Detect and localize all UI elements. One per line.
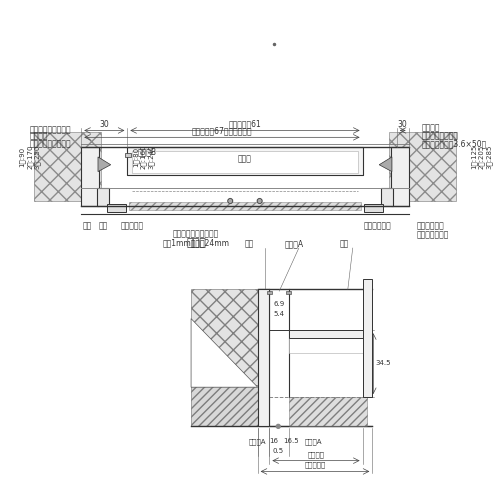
Polygon shape — [98, 157, 110, 172]
Bar — [34, 132, 101, 201]
Text: 開口寸法－67（断熱蓋幅）: 開口寸法－67（断熱蓋幅） — [192, 126, 252, 136]
Text: 0.5: 0.5 — [272, 448, 284, 454]
Bar — [130, 202, 360, 210]
Text: 開口寸法: 開口寸法 — [308, 451, 324, 458]
Text: 開口寸法－61: 開口寸法－61 — [228, 120, 262, 128]
Bar — [381, 188, 393, 206]
Text: 野縁（別途）: 野縁（別途） — [416, 222, 444, 230]
Bar — [107, 204, 126, 212]
Text: 3枚:250: 3枚:250 — [34, 144, 41, 169]
Circle shape — [276, 424, 280, 428]
Bar — [258, 289, 270, 426]
Bar — [268, 291, 272, 294]
Text: 天井断熱材用せき板: 天井断熱材用せき板 — [30, 125, 71, 134]
Text: 5.4: 5.4 — [274, 310, 284, 316]
Text: 詳細図: 詳細図 — [186, 238, 206, 248]
Bar — [289, 330, 368, 338]
Circle shape — [257, 198, 262, 203]
Text: 最小1mm～最大24mm: 最小1mm～最大24mm — [162, 238, 230, 247]
Bar — [289, 397, 368, 426]
Text: 内枠: 内枠 — [98, 222, 108, 230]
Text: 内枠ボード材（別途）: 内枠ボード材（別途） — [173, 230, 219, 238]
Text: 外枠: 外枠 — [82, 222, 92, 230]
Bar — [289, 335, 368, 353]
Bar — [391, 147, 408, 206]
Text: 外枠外寸法: 外枠外寸法 — [304, 462, 326, 468]
Text: 断熱蓋: 断熱蓋 — [238, 154, 252, 164]
Text: 断熱外枠取付樹脂: 断熱外枠取付樹脂 — [422, 131, 459, 140]
Bar — [191, 385, 258, 426]
Text: 1枚:125: 1枚:125 — [470, 144, 477, 169]
Text: 2枚:205: 2枚:205 — [478, 145, 485, 169]
Text: 6.9: 6.9 — [274, 301, 284, 307]
Text: 30: 30 — [398, 120, 407, 128]
Text: 3枚:285: 3枚:285 — [486, 144, 492, 169]
Text: （別途）: （別途） — [30, 132, 48, 141]
Bar — [286, 291, 291, 294]
Bar — [364, 204, 383, 212]
Text: 3枚:240: 3枚:240 — [148, 144, 154, 169]
Text: 気密材B: 気密材B — [137, 148, 156, 156]
Text: 30: 30 — [100, 120, 109, 128]
Bar — [132, 151, 358, 172]
Circle shape — [228, 198, 232, 203]
Text: 気密材A: 気密材A — [284, 239, 304, 248]
Text: 1枚:80: 1枚:80 — [132, 147, 139, 167]
Text: 16.5: 16.5 — [283, 438, 299, 444]
Text: ボード押え: ボード押え — [120, 222, 144, 230]
Bar — [362, 280, 372, 397]
Text: 天井断熱材（別途）: 天井断熱材（別途） — [30, 140, 71, 148]
Text: 1枚:90: 1枚:90 — [18, 147, 25, 167]
Bar — [128, 147, 362, 174]
Text: 木ねじ（別途）: 木ねじ（別途） — [416, 230, 449, 239]
Text: 気密材A: 気密材A — [249, 438, 266, 444]
Bar — [389, 132, 456, 201]
Text: 外枠: 外枠 — [245, 239, 254, 248]
Text: 16: 16 — [269, 438, 278, 444]
Bar — [97, 188, 109, 206]
Text: タッピンねじ（3.6×50）: タッピンねじ（3.6×50） — [422, 140, 486, 148]
Bar — [82, 147, 99, 206]
Bar — [126, 153, 132, 157]
Text: 気密材A: 気密材A — [305, 438, 322, 444]
Text: コインロック: コインロック — [364, 222, 391, 230]
Text: 断熱外枠: 断熱外枠 — [422, 123, 440, 132]
Text: 2枚:160: 2枚:160 — [140, 144, 146, 169]
Text: 34.5: 34.5 — [376, 360, 391, 366]
Text: 内枠: 内枠 — [340, 239, 349, 248]
Bar — [191, 289, 258, 387]
Text: 2枚:170: 2枚:170 — [26, 144, 33, 169]
Polygon shape — [191, 318, 258, 387]
Polygon shape — [379, 157, 392, 172]
